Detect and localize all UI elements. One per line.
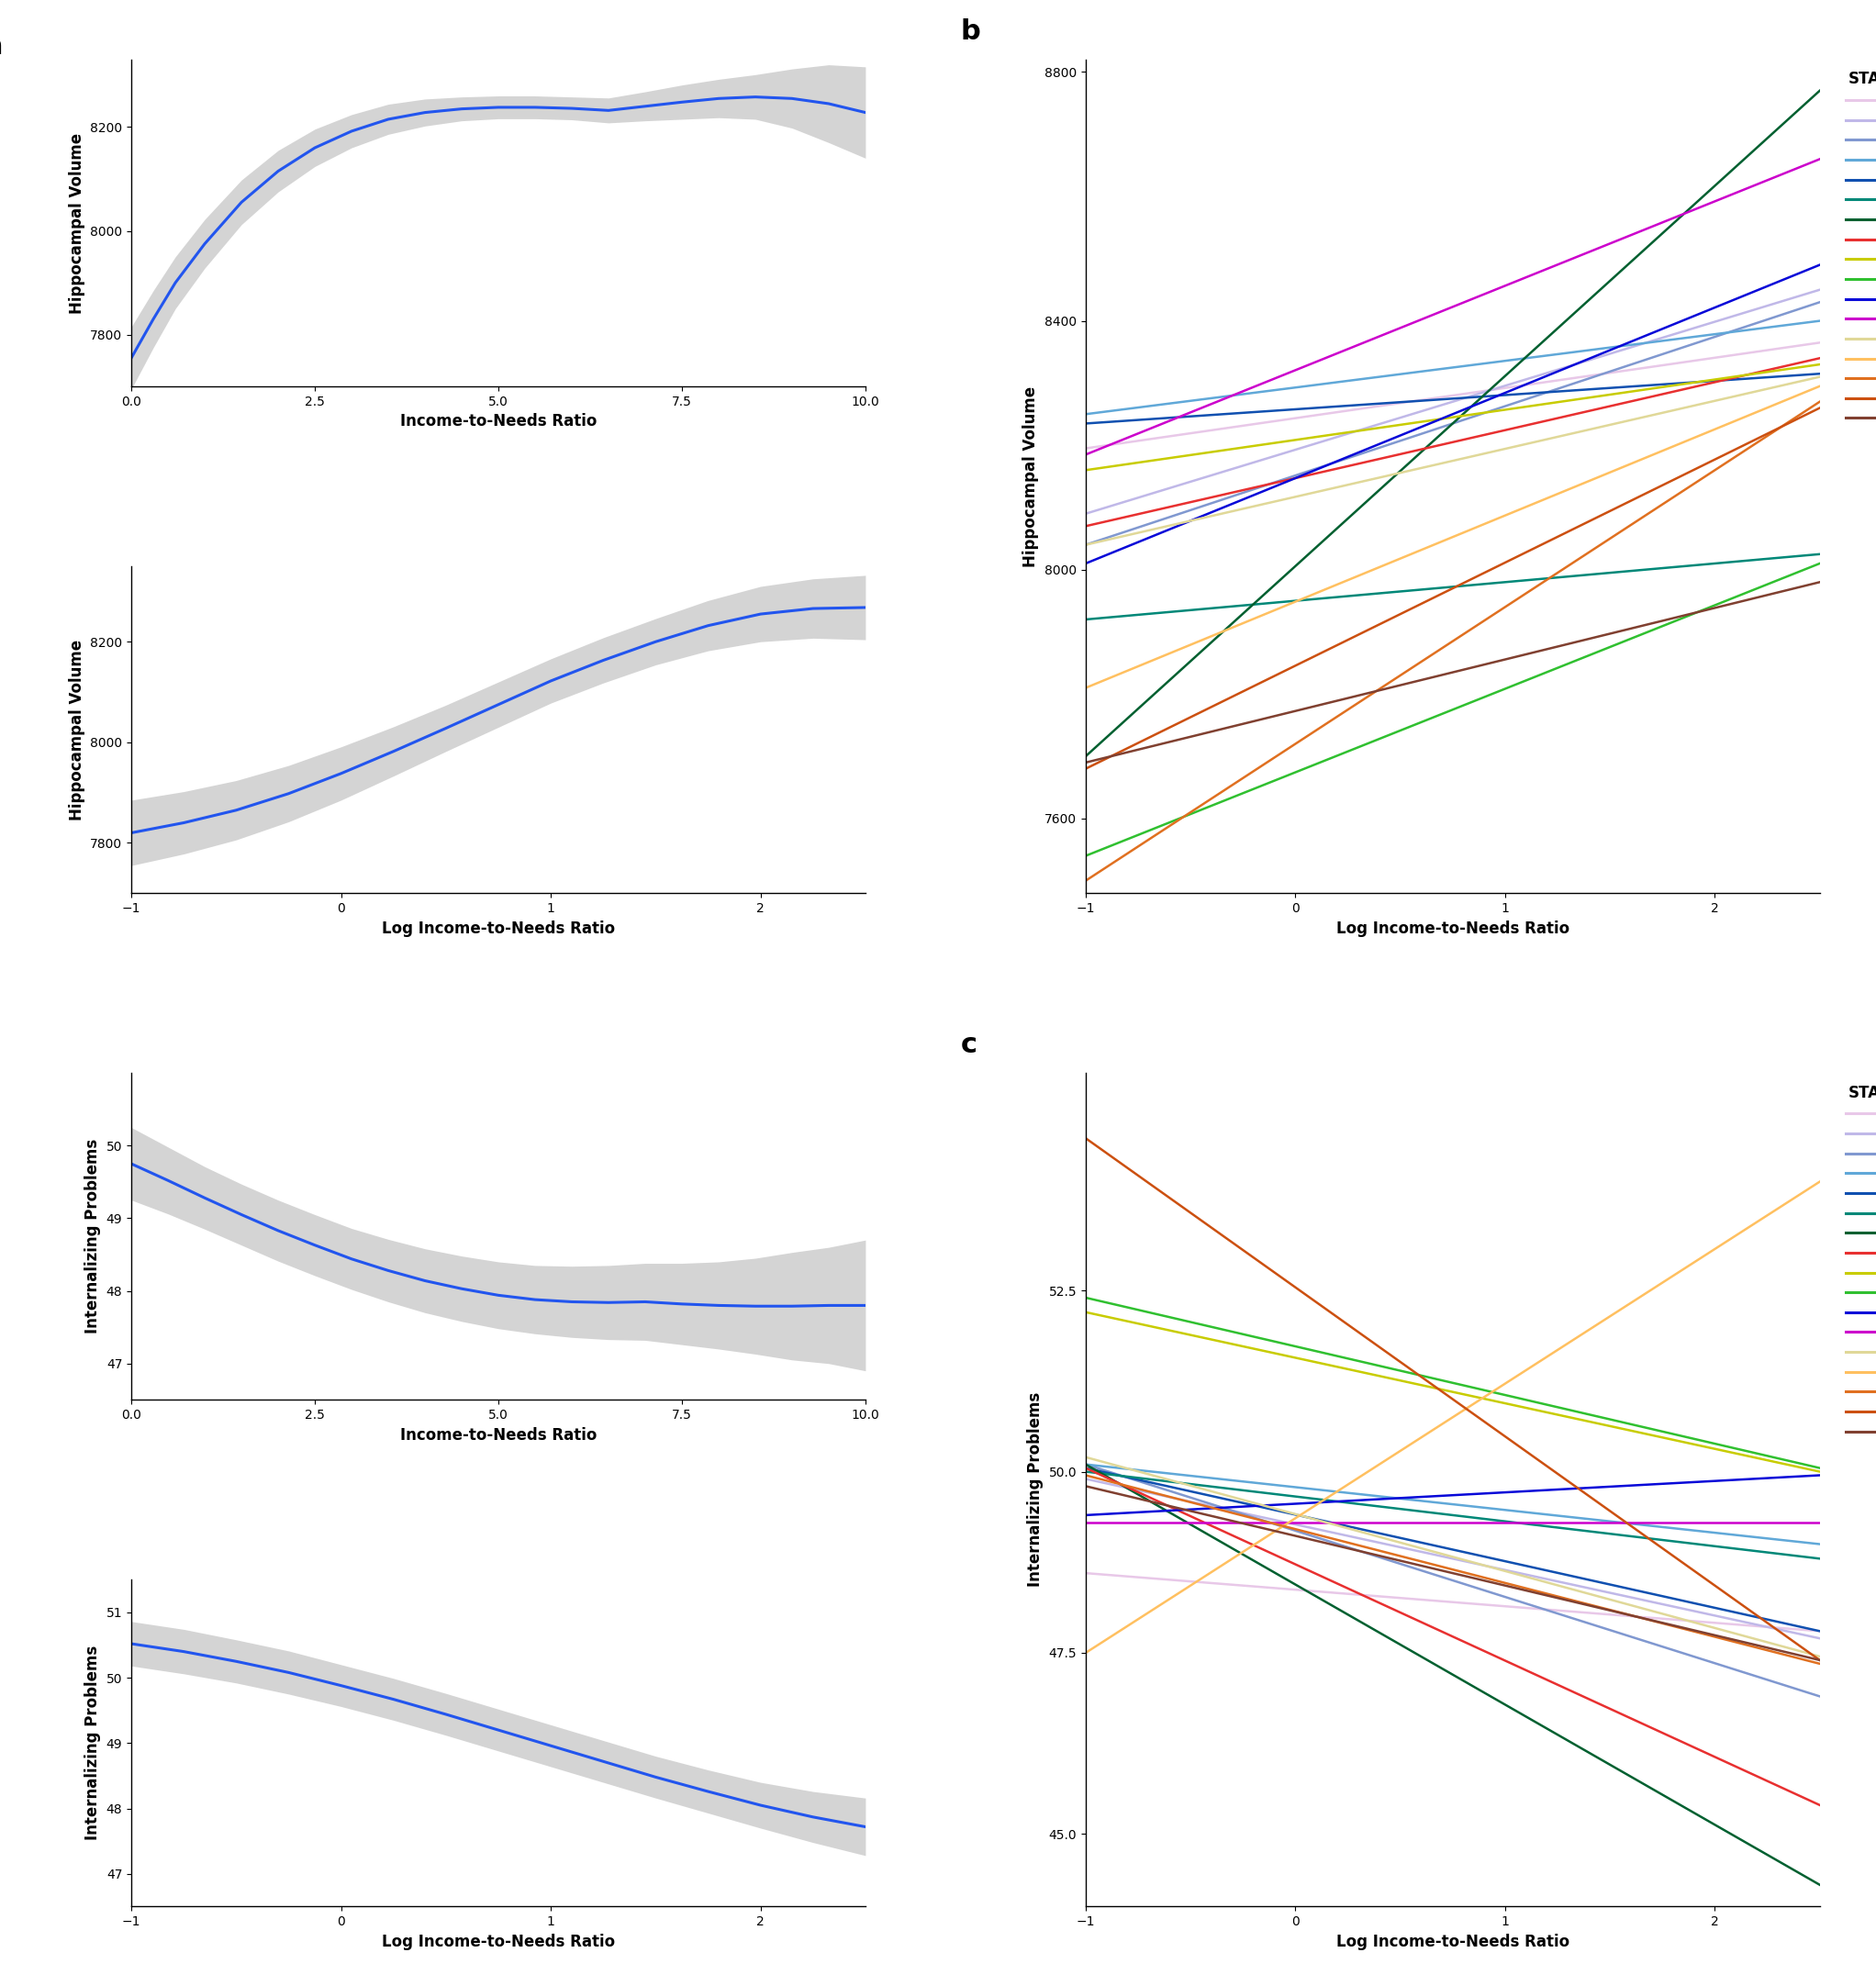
- X-axis label: Log Income-to-Needs Ratio: Log Income-to-Needs Ratio: [381, 920, 615, 937]
- X-axis label: Income-to-Needs Ratio: Income-to-Needs Ratio: [400, 413, 597, 429]
- Y-axis label: Hippocampal Volume: Hippocampal Volume: [1022, 385, 1039, 566]
- Legend: CA, CO, CT, FL, MD, MI, MN, MO, NY, OK, OR, PA, SC, UT, VA, VT, WI: CA, CO, CT, FL, MD, MI, MN, MO, NY, OK, …: [1840, 66, 1876, 431]
- Text: c: c: [961, 1031, 977, 1059]
- Text: a: a: [0, 34, 4, 60]
- Text: b: b: [961, 18, 981, 44]
- Legend: CA, CO, CT, FL, MD, MI, MN, MO, NY, OK, OR, PA, SC, UT, VA, VT, WI: CA, CO, CT, FL, MD, MI, MN, MO, NY, OK, …: [1840, 1078, 1876, 1444]
- X-axis label: Log Income-to-Needs Ratio: Log Income-to-Needs Ratio: [1336, 920, 1570, 937]
- Y-axis label: Hippocampal Volume: Hippocampal Volume: [69, 133, 84, 314]
- Y-axis label: Internalizing Problems: Internalizing Problems: [84, 1140, 101, 1335]
- X-axis label: Income-to-Needs Ratio: Income-to-Needs Ratio: [400, 1426, 597, 1444]
- X-axis label: Log Income-to-Needs Ratio: Log Income-to-Needs Ratio: [1336, 1934, 1570, 1950]
- Y-axis label: Internalizing Problems: Internalizing Problems: [1026, 1392, 1043, 1587]
- X-axis label: Log Income-to-Needs Ratio: Log Income-to-Needs Ratio: [381, 1934, 615, 1950]
- Y-axis label: Internalizing Problems: Internalizing Problems: [84, 1646, 101, 1841]
- Y-axis label: Hippocampal Volume: Hippocampal Volume: [69, 639, 84, 820]
